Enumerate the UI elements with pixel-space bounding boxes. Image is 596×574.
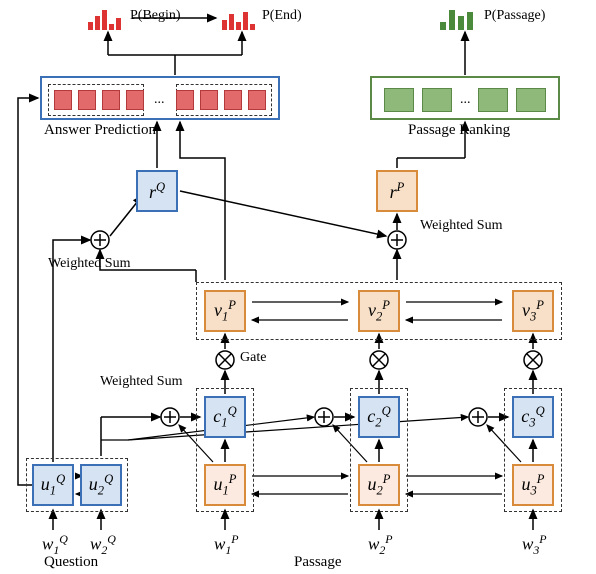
passage-ranking-container: ... xyxy=(370,76,560,120)
weighted-sum-top-label: Weighted Sum xyxy=(420,218,502,234)
v1P-node: v1P xyxy=(204,290,246,332)
answer-prediction-label: Answer Prediction xyxy=(44,122,156,139)
p-begin-label: P(Begin) xyxy=(130,8,181,24)
p-end-label: P(End) xyxy=(262,8,302,24)
u2P-node: u2P xyxy=(358,464,400,506)
rP-node: rP xyxy=(376,170,418,212)
u3P-node: u3P xyxy=(512,464,554,506)
answer-prediction-container: ... xyxy=(40,76,280,120)
v2P-node: v2P xyxy=(358,290,400,332)
question-label: Question xyxy=(44,554,98,571)
p-begin-chart xyxy=(88,6,128,30)
v3P-node: v3P xyxy=(512,290,554,332)
weighted-sum-mid-label: Weighted Sum xyxy=(48,256,130,272)
w1P: w1P xyxy=(214,532,239,558)
c1Q-node: c1Q xyxy=(204,396,246,438)
w2P: w2P xyxy=(368,532,393,558)
c3Q-node: c3Q xyxy=(512,396,554,438)
passage-ranking-label: Passage Ranking xyxy=(408,122,510,139)
p-end-chart xyxy=(222,6,262,30)
ellipsis: ... xyxy=(154,92,165,108)
ellipsis: ... xyxy=(460,92,471,108)
u1P-node: u1P xyxy=(204,464,246,506)
p-passage-label: P(Passage) xyxy=(484,8,545,24)
rQ-node: rQ xyxy=(136,170,178,212)
c2Q-node: c2Q xyxy=(358,396,400,438)
gate-label: Gate xyxy=(240,350,266,366)
weighted-sum-bottom-label: Weighted Sum xyxy=(100,374,182,390)
passage-label: Passage xyxy=(294,554,342,571)
p-passage-chart xyxy=(440,6,480,30)
w3P: w3P xyxy=(522,532,547,558)
u2Q-node: u2Q xyxy=(80,464,122,506)
u1Q-node: u1Q xyxy=(32,464,74,506)
